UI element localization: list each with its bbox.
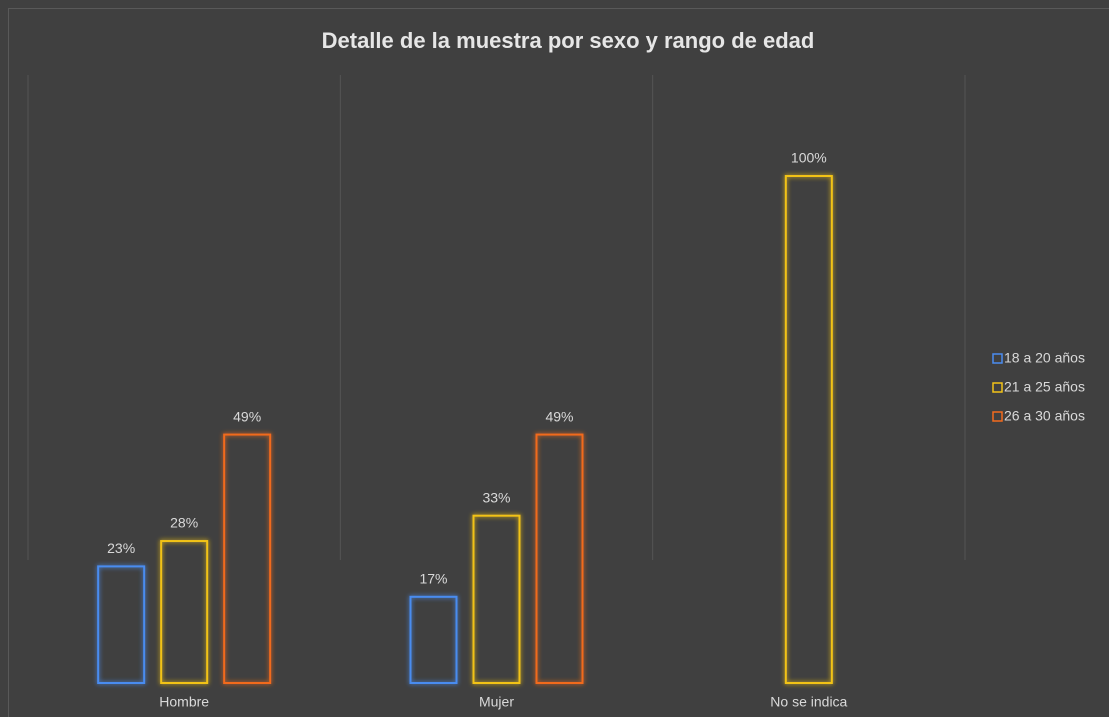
data-label: 33% (482, 489, 510, 505)
legend-label: 21 a 25 años (1004, 379, 1085, 395)
legend-swatch (992, 411, 1003, 422)
legend-swatch (992, 353, 1003, 364)
legend-swatch (992, 382, 1003, 393)
data-label: 49% (233, 408, 261, 424)
data-label: 23% (107, 540, 135, 556)
legend-label: 26 a 30 años (1004, 408, 1085, 424)
chart-title: Detalle de la muestra por sexo y rango d… (322, 28, 815, 53)
bar (409, 595, 458, 684)
frame (8, 8, 1109, 717)
x-tick-label: Hombre (159, 694, 209, 710)
bar (160, 540, 209, 684)
data-label: 17% (419, 571, 447, 587)
bar (535, 433, 584, 684)
data-label: 100% (791, 150, 827, 166)
x-tick-label: No se indica (770, 694, 847, 710)
bar (784, 175, 833, 684)
x-tick-label: Mujer (479, 694, 514, 710)
legend-label: 18 a 20 años (1004, 350, 1085, 366)
data-label: 28% (170, 515, 198, 531)
bar (223, 433, 272, 684)
data-label: 49% (545, 408, 573, 424)
bar (472, 514, 521, 684)
bar (97, 565, 146, 685)
